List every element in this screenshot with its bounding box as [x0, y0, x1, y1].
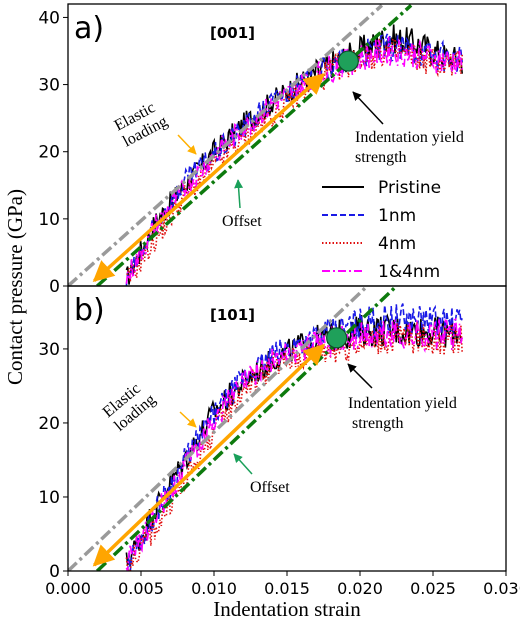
- elastic-pointer-arrow: [179, 411, 197, 428]
- offset-label: Offset: [250, 479, 290, 496]
- offset-label: Offset: [222, 213, 262, 230]
- series-line-14nm: [125, 317, 463, 571]
- elastic-loading-arrow: [92, 73, 326, 283]
- offset-pointer-arrow: [234, 179, 244, 209]
- gray-reference-line: [68, 286, 369, 571]
- x-tick-label: 0.025: [410, 579, 456, 598]
- y-tick-label: 10: [38, 210, 60, 230]
- legend-label: Pristine: [378, 178, 441, 198]
- x-tick-label: 0.015: [264, 579, 310, 598]
- gray-reference-line: [68, 4, 384, 286]
- yield-pointer-arrow: [347, 363, 373, 389]
- orientation-label: [001]: [210, 24, 255, 42]
- y-tick-label: 20: [38, 143, 60, 163]
- offset-pointer-arrow: [233, 453, 253, 475]
- legend-label: 4nm: [378, 234, 416, 254]
- elastic-loading-arrow: [92, 343, 326, 567]
- x-tick-label: 0.010: [191, 579, 237, 598]
- yield-strength-label: Indentation yield strength: [355, 129, 464, 166]
- panel-label: b): [74, 293, 105, 328]
- panel-label: a): [74, 11, 104, 46]
- series-line-4nm: [125, 322, 463, 571]
- panel-a: 0 10 20 30 40 a) [001] Elasticloading Offset Inde…: [38, 3, 507, 297]
- yield-strength-label: Indentation yield strength: [348, 395, 457, 432]
- y-axis-label: Contact pressure (GPa): [3, 189, 27, 385]
- y-tick-label: 30: [38, 340, 60, 360]
- x-tick-label: 0.020: [337, 579, 383, 598]
- yield-point-marker: [326, 327, 348, 349]
- elastic-loading-label: Elasticloading: [100, 377, 159, 435]
- y-tick-label: 10: [38, 488, 60, 508]
- yield-point-marker: [337, 50, 359, 72]
- series-line-1nm: [126, 303, 463, 571]
- x-tick-label: 0.000: [45, 579, 91, 598]
- panel-b: 0 10 20 30 b) [101] Elasticloading Offset Indent…: [38, 285, 507, 582]
- y-tick-label: 30: [38, 76, 60, 96]
- x-tick-label: 0.030: [483, 579, 520, 598]
- y-tick-label: 0: [49, 562, 60, 582]
- plot-area: [68, 4, 463, 286]
- x-axis-label: Indentation strain: [213, 597, 361, 621]
- plot-area: [68, 286, 463, 571]
- orientation-label: [101]: [210, 306, 255, 324]
- y-tick-label: 40: [38, 8, 60, 28]
- elastic-loading-label: Elasticloading: [112, 97, 171, 150]
- elastic-pointer-arrow: [177, 134, 197, 155]
- x-tick-label: 0.005: [118, 579, 164, 598]
- yield-pointer-arrow: [352, 91, 384, 125]
- legend-label: 1nm: [378, 206, 416, 226]
- legend-label: 1&4nm: [378, 262, 440, 282]
- y-tick-label: 20: [38, 414, 60, 434]
- y-tick-label: 0: [49, 277, 60, 297]
- legend: Pristine 1nm 4nm 1&4nm: [322, 178, 441, 282]
